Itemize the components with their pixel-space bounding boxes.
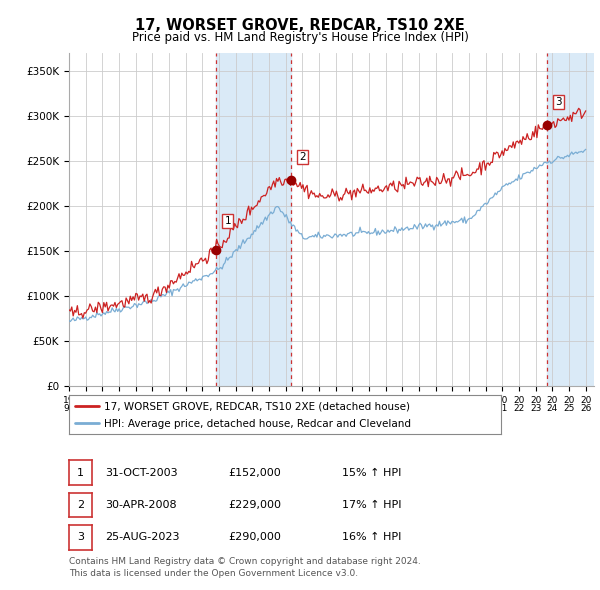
Text: 17, WORSET GROVE, REDCAR, TS10 2XE (detached house): 17, WORSET GROVE, REDCAR, TS10 2XE (deta… <box>104 402 410 412</box>
Text: 17, WORSET GROVE, REDCAR, TS10 2XE: 17, WORSET GROVE, REDCAR, TS10 2XE <box>135 18 465 32</box>
Text: £152,000: £152,000 <box>228 468 281 477</box>
Text: 15% ↑ HPI: 15% ↑ HPI <box>342 468 401 477</box>
Text: 30-APR-2008: 30-APR-2008 <box>105 500 176 510</box>
Text: 1: 1 <box>224 217 231 227</box>
Text: £290,000: £290,000 <box>228 533 281 542</box>
Text: 17% ↑ HPI: 17% ↑ HPI <box>342 500 401 510</box>
Bar <box>547 53 594 386</box>
Text: Contains HM Land Registry data © Crown copyright and database right 2024.: Contains HM Land Registry data © Crown c… <box>69 558 421 566</box>
Text: 3: 3 <box>555 97 562 107</box>
Text: £229,000: £229,000 <box>228 500 281 510</box>
Text: 1: 1 <box>77 468 84 477</box>
Text: 16% ↑ HPI: 16% ↑ HPI <box>342 533 401 542</box>
Text: 2: 2 <box>299 152 306 162</box>
Text: Price paid vs. HM Land Registry's House Price Index (HPI): Price paid vs. HM Land Registry's House … <box>131 31 469 44</box>
Bar <box>216 53 291 386</box>
Text: 2: 2 <box>77 500 84 510</box>
Text: This data is licensed under the Open Government Licence v3.0.: This data is licensed under the Open Gov… <box>69 569 358 578</box>
Text: 3: 3 <box>77 533 84 542</box>
Text: HPI: Average price, detached house, Redcar and Cleveland: HPI: Average price, detached house, Redc… <box>104 419 410 429</box>
Text: 25-AUG-2023: 25-AUG-2023 <box>105 533 179 542</box>
Text: 31-OCT-2003: 31-OCT-2003 <box>105 468 178 477</box>
